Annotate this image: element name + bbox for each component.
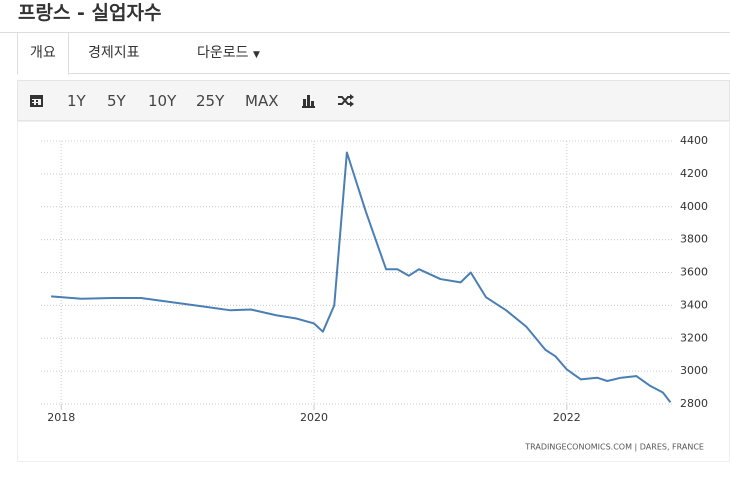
x-tick-label: 2022 [553, 411, 581, 424]
calendar-icon[interactable] [29, 93, 44, 108]
range-button[interactable]: 5Y [107, 92, 126, 110]
divider [0, 32, 730, 33]
range-button[interactable]: 25Y [196, 92, 225, 110]
tab[interactable]: 경제지표 [88, 45, 140, 61]
x-tick-label: 2020 [300, 411, 328, 424]
y-tick-label: 4000 [680, 200, 708, 213]
page-title: 프랑스 - 실업자수 [18, 2, 162, 24]
y-tick-label: 4200 [680, 167, 708, 180]
toolbar: 1Y 5Y 10Y 25Y MAX [17, 80, 730, 121]
y-tick-label: 3200 [680, 331, 708, 344]
shuffle-icon[interactable] [337, 93, 354, 108]
range-button[interactable]: 10Y [148, 92, 177, 110]
tab-bar: 개요 경제지표 다운로드 ▼ [17, 33, 730, 75]
chart-container: TRADINGECONOMICS.COM | DARES, FRANCE 280… [17, 121, 730, 462]
data-line [51, 151, 672, 403]
source: TRADINGECONOMICS.COM | DARES, FRANCE [524, 443, 704, 452]
chart: TRADINGECONOMICS.COM | DARES, FRANCE 280… [41, 134, 708, 452]
range-button[interactable]: 1Y [67, 92, 86, 110]
y-tick-label: 2800 [680, 397, 708, 410]
bar-chart-icon[interactable] [301, 93, 316, 108]
y-tick-label: 3800 [680, 233, 708, 246]
y-tick-label: 3400 [680, 298, 708, 311]
y-tick-label: 3000 [680, 364, 708, 377]
tab[interactable]: 다운로드 ▼ [197, 33, 260, 73]
tab-label: 다운로드 [197, 45, 249, 61]
y-tick-label: 4400 [680, 134, 708, 147]
range-button[interactable]: MAX [245, 92, 279, 110]
y-tick-label: 3600 [680, 266, 708, 279]
dropdown-caret: ▼ [252, 50, 260, 60]
tab[interactable]: 개요 [17, 33, 69, 75]
x-tick-label: 2018 [47, 411, 75, 424]
